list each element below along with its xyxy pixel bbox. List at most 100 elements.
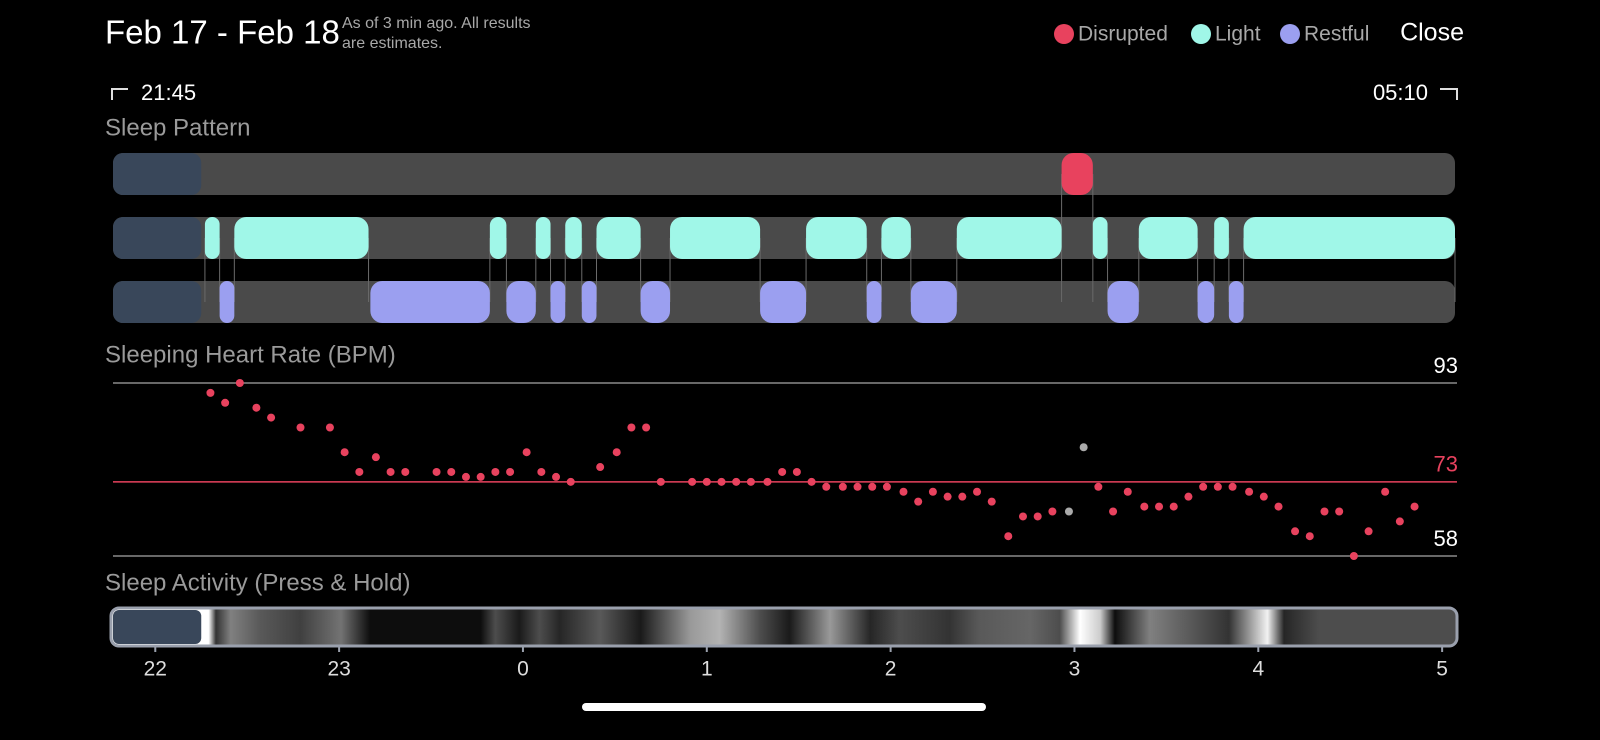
- hr-point: [566, 477, 575, 486]
- pre-sleep: [113, 281, 202, 323]
- hr-point: [1410, 502, 1419, 511]
- x-tick-label: 2: [885, 658, 897, 681]
- hr-point: [1169, 502, 1178, 511]
- range-start: 21:45: [141, 80, 196, 105]
- stage-segment: [760, 281, 807, 323]
- hr-point: [235, 379, 244, 387]
- hr-point: [447, 467, 456, 476]
- hr-point: [958, 492, 967, 501]
- stage-segment: [596, 217, 641, 259]
- x-tick-label: 23: [327, 658, 350, 681]
- hr-point: [491, 467, 500, 476]
- hr-point: [987, 497, 996, 506]
- close-button[interactable]: Close: [1400, 19, 1464, 47]
- title: Feb 17 - Feb 18: [105, 14, 340, 51]
- hr-point: [1018, 512, 1027, 521]
- stage-segment: [670, 217, 761, 259]
- stage-segment: [581, 281, 597, 323]
- hr-point: [1291, 527, 1300, 536]
- stage-segment: [535, 217, 551, 259]
- stage-segment: [370, 281, 490, 323]
- hr-point: [1048, 507, 1057, 516]
- hr-point: [476, 472, 485, 481]
- hr-point: [386, 467, 395, 476]
- pre-sleep: [113, 153, 202, 195]
- hr-point: [1320, 507, 1329, 516]
- legend-swatch: [1280, 24, 1300, 44]
- hr-point: [340, 448, 349, 457]
- hr-point: [537, 467, 546, 476]
- section-title: Sleep Pattern: [105, 114, 250, 141]
- range-start-bracket: [111, 88, 128, 100]
- stage-segment: [866, 281, 882, 323]
- hr-point: [688, 477, 697, 486]
- stage-segment: [881, 217, 911, 259]
- stage-segment: [1228, 281, 1244, 323]
- hr-point: [432, 467, 441, 476]
- x-tick-label: 1: [701, 658, 713, 681]
- home-indicator: [582, 703, 986, 711]
- stage-segment: [565, 217, 582, 259]
- hr-point: [461, 472, 470, 481]
- hr-point: [656, 477, 665, 486]
- hr-point-excluded: [1079, 443, 1088, 452]
- hr-point: [506, 467, 515, 476]
- range-end: 05:10: [1373, 80, 1428, 105]
- legend-label: Light: [1215, 23, 1261, 46]
- y-tick-label: 58: [1434, 526, 1458, 551]
- hr-point: [1364, 527, 1373, 536]
- stage-segment: [956, 217, 1062, 259]
- hr-point: [807, 477, 816, 486]
- hr-point: [1109, 507, 1118, 516]
- x-tick-label: 3: [1069, 658, 1081, 681]
- stage-segment: [1061, 153, 1093, 195]
- pre-sleep: [113, 610, 202, 644]
- hr-point: [853, 482, 862, 491]
- hr-point: [1245, 487, 1254, 496]
- hr-point: [252, 403, 261, 412]
- hr-point: [612, 448, 621, 457]
- hr-point: [822, 482, 831, 491]
- hr-point: [882, 482, 891, 491]
- range-end-bracket: [1440, 88, 1458, 100]
- stage-segment: [219, 281, 235, 323]
- stage-segment: [910, 281, 957, 323]
- hr-point: [838, 482, 847, 491]
- hr-point: [1094, 482, 1103, 491]
- stage-segment: [640, 281, 671, 323]
- stage-segment: [1197, 281, 1215, 323]
- legend-swatch: [1054, 24, 1074, 44]
- y-tick-label: 93: [1434, 353, 1458, 378]
- section-title: Sleep Activity (Press & Hold): [105, 569, 410, 596]
- hr-point: [522, 448, 531, 457]
- activity-strip: [109, 606, 1459, 648]
- note: are estimates.: [342, 35, 442, 52]
- hr-point: [943, 492, 952, 501]
- hr-point-excluded: [1064, 507, 1073, 516]
- hr-point: [717, 477, 726, 486]
- hr-point: [401, 467, 410, 476]
- x-tick-label: 0: [517, 658, 529, 681]
- row-track: [113, 217, 1455, 259]
- hr-point: [868, 482, 877, 491]
- section-title: Sleeping Heart Rate (BPM): [105, 341, 396, 368]
- hr-point: [1004, 532, 1013, 541]
- average-label: 73: [1434, 452, 1458, 477]
- hr-point: [1349, 552, 1358, 560]
- hr-point: [221, 398, 230, 407]
- hr-point: [296, 423, 305, 432]
- hr-point: [355, 467, 364, 476]
- hr-point: [928, 487, 937, 496]
- x-tick-label: 5: [1436, 658, 1448, 681]
- row-track: [113, 153, 1455, 195]
- hr-point: [1395, 517, 1404, 526]
- hr-point: [1381, 487, 1390, 496]
- hr-point: [325, 423, 334, 432]
- hr-point: [899, 487, 908, 496]
- hr-point: [552, 472, 561, 481]
- legend-swatch: [1191, 24, 1211, 44]
- pre-sleep: [113, 217, 202, 259]
- hr-point: [642, 423, 651, 432]
- hr-point: [1335, 507, 1344, 516]
